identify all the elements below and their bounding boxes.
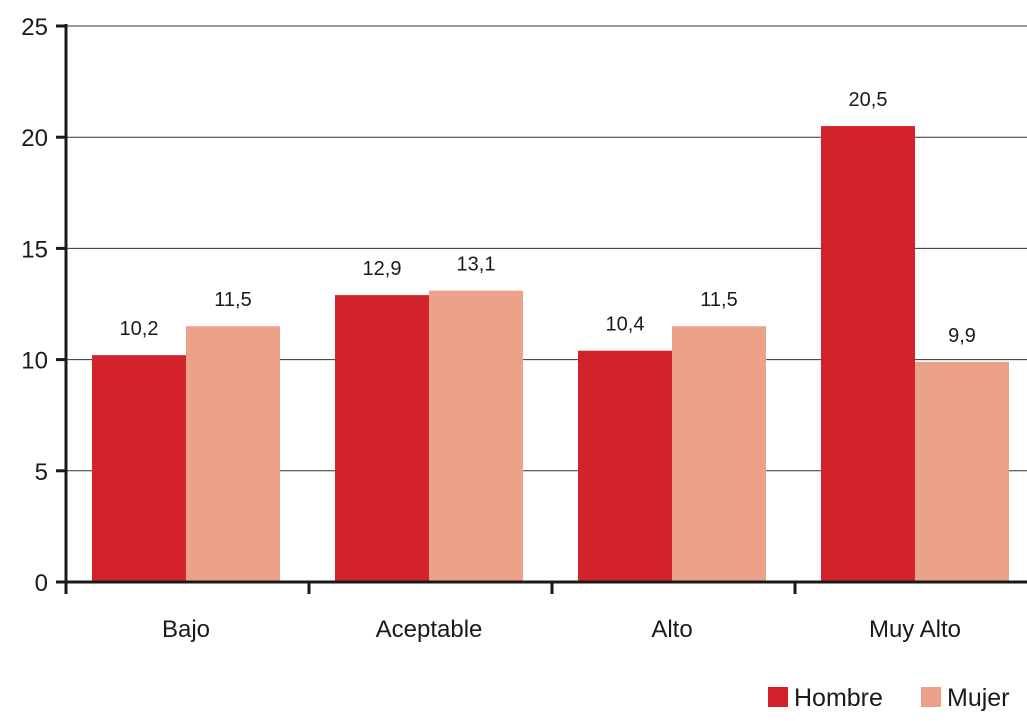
bar-mujer-aceptable [429, 290, 523, 582]
data-label: 10,2 [120, 318, 159, 340]
x-tick-label: Aceptable [376, 616, 483, 643]
data-label: 11,5 [214, 289, 251, 311]
legend-swatch [921, 687, 941, 707]
bar-hombre-muy-alto [821, 126, 915, 582]
x-tick-label: Muy Alto [869, 616, 961, 643]
y-tick-label: 20 [21, 125, 48, 152]
legend-swatch [768, 687, 788, 707]
y-tick-label: 15 [21, 236, 48, 263]
axes [56, 24, 1027, 594]
x-tick-label: Alto [651, 616, 692, 643]
data-label: 11,5 [700, 289, 737, 311]
data-label: 13,1 [457, 254, 496, 276]
bar-hombre-bajo [92, 355, 186, 582]
y-tick-label: 25 [21, 14, 48, 41]
data-label: 12,9 [363, 258, 402, 280]
data-label: 20,5 [849, 89, 888, 111]
bars [92, 126, 1009, 582]
data-label: 10,4 [606, 314, 645, 336]
bar-hombre-alto [578, 350, 672, 582]
legend-label: Mujer [947, 684, 1010, 712]
legend-label: Hombre [794, 684, 883, 712]
y-tick-label: 5 [35, 459, 48, 486]
y-tick-label: 10 [21, 348, 48, 375]
bar-mujer-alto [672, 326, 766, 582]
y-tick-label: 0 [35, 570, 48, 597]
bar-mujer-bajo [186, 326, 280, 582]
labels: 10,2 11,5 12,9 13,1 10,4 11,5 20,5 9,9 0 5 10 15 20 2… [21, 14, 976, 643]
bar-mujer-muy-alto [915, 361, 1009, 582]
bar-hombre-aceptable [335, 295, 429, 582]
legend: Hombre Mujer [768, 684, 1010, 712]
x-tick-label: Bajo [162, 616, 210, 643]
data-label: 9,9 [948, 325, 976, 347]
